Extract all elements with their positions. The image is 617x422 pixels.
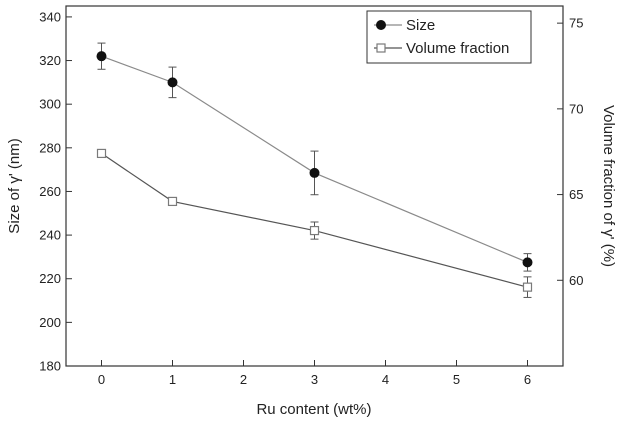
legend-size-marker: [376, 20, 386, 30]
size-data-point: [522, 257, 533, 268]
y-axis-right-label: Volume fraction of γ' (%): [600, 105, 617, 267]
legend-box: [366, 10, 532, 64]
y-left-tick-label: 320: [39, 53, 61, 68]
x-tick-label: 3: [311, 372, 318, 387]
y-axis-left-label: Size of γ' (nm): [6, 138, 23, 233]
volume-data-point: [96, 148, 107, 159]
x-tick-label: 4: [382, 372, 389, 387]
y-right-tick-label: 70: [569, 101, 583, 116]
volume-data-point: [522, 282, 533, 292]
size-data-point: [167, 77, 178, 88]
legend-volume-label: Volume fraction: [406, 40, 509, 57]
y-left-tick-label: 240: [39, 228, 61, 243]
y-right-tick-label: 60: [569, 273, 583, 288]
y-right-tick-label: 65: [569, 187, 583, 202]
y-left-tick-label: 200: [39, 315, 61, 330]
x-tick-label: 1: [169, 372, 176, 387]
legend: Size Volume fraction: [366, 10, 532, 64]
y-left-tick-label: 300: [39, 97, 61, 112]
volume-data-point: [167, 196, 178, 207]
y-left-tick-label: 180: [39, 359, 61, 374]
chart-marks: [96, 42, 533, 298]
size-data-point: [96, 51, 107, 62]
legend-volume-marker: [376, 43, 386, 53]
y-left-tick-label: 280: [39, 140, 61, 155]
y-right-tick-label: 75: [569, 16, 583, 31]
y-left-tick-label: 260: [39, 184, 61, 199]
x-tick-label: 6: [524, 372, 531, 387]
size-data-point: [309, 167, 320, 178]
volume-data-point: [309, 225, 320, 236]
y-left-tick-label: 220: [39, 271, 61, 286]
x-axis-label: Ru content (wt%): [256, 401, 371, 418]
legend-size-label: Size: [406, 17, 435, 34]
x-tick-label: 2: [240, 372, 247, 387]
size-series-line: [101, 55, 528, 263]
x-tick-label: 0: [98, 372, 105, 387]
y-left-tick-label: 340: [39, 9, 61, 24]
x-tick-label: 5: [453, 372, 460, 387]
volume-series-line: [101, 152, 528, 288]
chart-ticks: 0 1 2 3 4 5 6 180 200 220 240 260 280 300 320 340 60 65 70…: [39, 9, 583, 387]
